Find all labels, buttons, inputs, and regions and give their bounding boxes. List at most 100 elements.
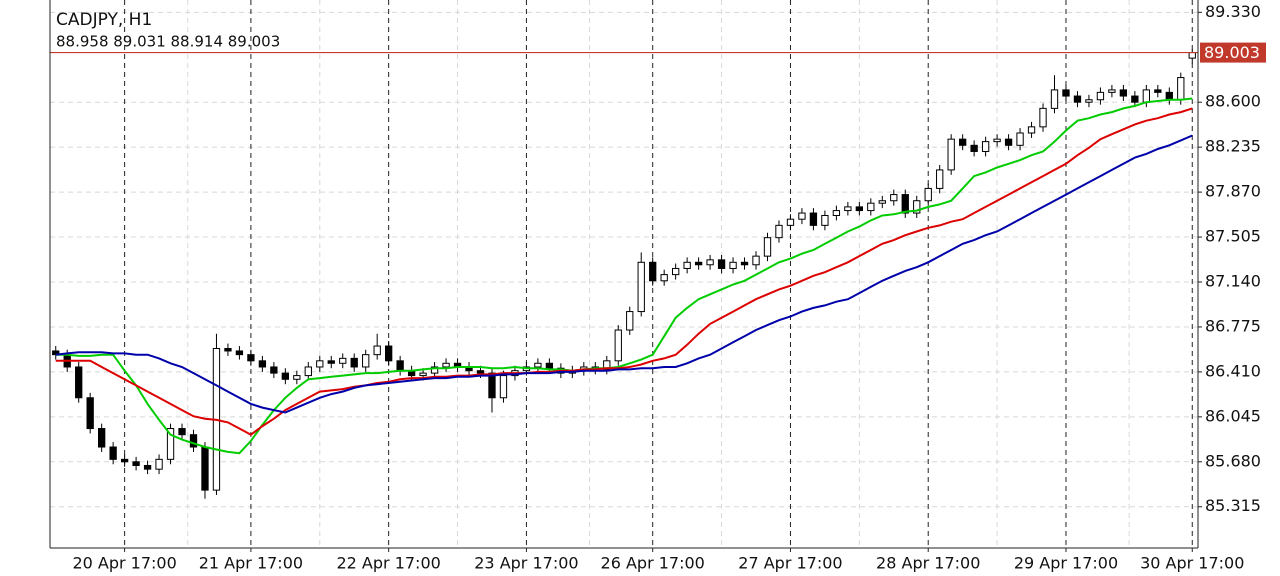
x-tick-label: 20 Apr 17:00 [72,554,176,573]
candle-body [626,311,634,331]
candle-body [166,428,175,460]
candle-body [442,362,450,368]
candle-body [1016,132,1024,146]
candle-body [362,354,370,368]
candle-body [706,259,714,266]
candle-body [970,144,978,152]
candle-body [109,446,117,460]
candle-body [729,261,737,269]
y-tick-label: 87.870 [1205,182,1261,201]
x-tick-label: 27 Apr 17:00 [738,554,842,573]
candle-body [201,446,209,491]
x-tick-label: 23 Apr 17:00 [474,554,578,573]
y-tick-label: 86.045 [1205,406,1261,425]
y-tick-label: 86.775 [1205,316,1261,335]
candle-body [350,357,358,368]
y-tick-label: 88.235 [1205,137,1261,156]
candle-body [660,274,668,282]
candle-body [1004,138,1013,146]
candle-body [763,237,772,257]
candle-body [385,345,393,362]
candle-body [867,202,875,212]
last-price-label: 89.003 [1204,43,1260,62]
y-tick-label: 85.680 [1205,451,1261,470]
candle-body [740,261,749,266]
moving-average-line [55,134,1193,414]
candle-body [75,366,83,399]
y-tick-label: 87.505 [1205,227,1261,246]
candle-body [683,261,691,269]
candle-body [98,428,106,448]
candle-body [430,366,439,374]
x-tick-label: 21 Apr 17:00 [199,554,303,573]
candle-body [798,212,806,220]
y-tick-label: 87.140 [1205,272,1261,291]
candle-body [1027,126,1036,134]
candle-body [936,169,944,189]
candle-body [1050,89,1059,109]
candle-body [855,206,863,212]
candle-body [235,350,244,356]
candle-body [304,366,312,377]
candle-body [316,360,324,368]
candle-body [1039,107,1047,128]
candle-body [1188,52,1196,59]
candle-body [981,141,990,152]
y-tick-label: 89.330 [1205,2,1261,21]
candle-body [924,187,932,202]
candle-body [1165,91,1173,101]
candle-body [809,212,818,226]
candle-body [178,428,186,436]
candle-body [1131,95,1139,103]
candle-body [534,362,542,368]
candle-body [476,370,485,374]
candle-body [717,259,726,269]
candle-body [396,360,404,372]
y-tick-label: 86.410 [1205,361,1261,380]
y-tick-label: 88.600 [1205,92,1261,111]
candle-body [603,360,611,370]
candle-body [120,458,129,463]
candle-body [339,357,347,364]
candle-body [752,255,760,266]
last-price-box [1200,42,1266,63]
candle-body [224,348,232,352]
candle-body [1085,99,1093,103]
candle-body [1177,77,1185,101]
candle-body [832,210,841,217]
x-tick-label: 22 Apr 17:00 [336,554,440,573]
candle-body [373,345,381,356]
candle-body [890,194,898,202]
candle-body [488,372,496,399]
candle-body [281,372,289,380]
candle-body [247,354,255,362]
candle-body [913,200,921,214]
candle-body [189,434,198,448]
chart-title: CADJPY, H1 [56,10,152,30]
x-tick-label: 26 Apr 17:00 [601,554,705,573]
x-tick-label: 28 Apr 17:00 [876,554,980,573]
candle-body [959,138,967,146]
candle-body [499,375,508,399]
grid [50,0,1198,548]
candle-body [694,261,703,266]
candle-body [637,261,645,313]
candle-body [993,138,1001,143]
y-tick-label: 85.315 [1205,496,1261,515]
candle-body [258,360,267,368]
axes: 89.330 88.600 88.235 87.870 87.505 87.140 86.7… [72,2,1266,573]
candle-body [672,267,680,276]
candle-body [419,372,427,377]
candle-body [1062,89,1070,97]
candle-body [844,206,852,212]
candle-body [1154,89,1162,93]
candle-body [821,215,829,226]
candle-body [327,360,335,364]
moving-average-line [55,107,1193,436]
candle-body [614,329,622,362]
candle-body [878,200,886,204]
candle-body [1119,89,1128,97]
candle-body [947,138,955,171]
candle-body [1096,91,1105,101]
x-tick-label: 29 Apr 17:00 [1014,554,1118,573]
